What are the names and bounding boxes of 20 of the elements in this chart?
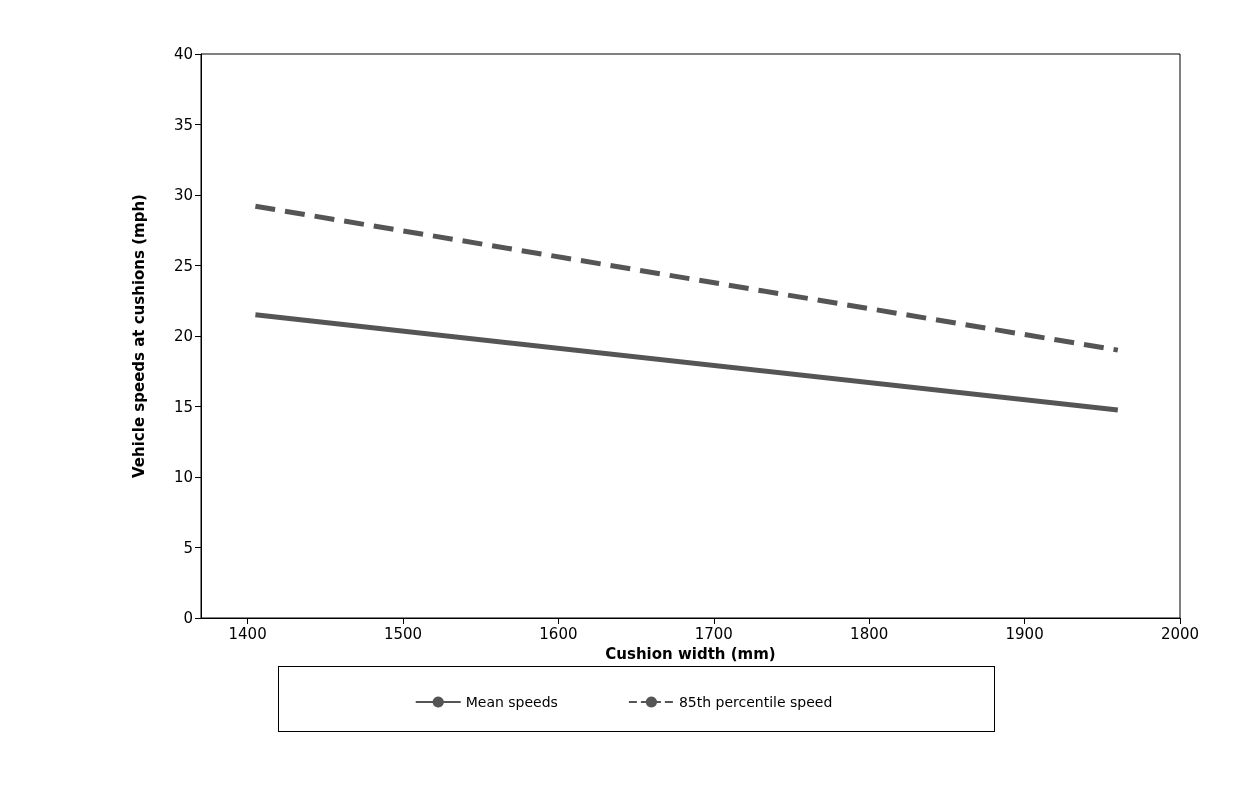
x-tick-label: 1400 <box>228 624 267 643</box>
x-tick-label: 1500 <box>383 624 423 643</box>
y-tick-label: 10 <box>173 468 193 486</box>
y-tick-label: 0 <box>183 609 193 627</box>
x-tick-label: 2000 <box>1160 624 1200 643</box>
x-tick-label: 1800 <box>850 624 889 643</box>
y-axis-title: Vehicle speeds at cushions (mph) <box>129 194 148 478</box>
y-tick-label: 25 <box>173 256 193 275</box>
y-tick-label: 15 <box>173 397 193 416</box>
legend-label: Mean speeds <box>465 694 558 710</box>
x-tick-label: 1700 <box>694 624 733 643</box>
y-tick-label: 35 <box>173 115 193 134</box>
y-tick-label: 20 <box>173 327 193 345</box>
legend-label: 85th percentile speed <box>678 694 833 710</box>
x-axis-title: Cushion width (mm) <box>605 644 776 663</box>
y-tick-label: 30 <box>173 186 193 204</box>
y-tick-label: 5 <box>183 538 193 557</box>
y-tick-label: 40 <box>173 45 193 63</box>
x-tick-label: 1600 <box>539 624 578 643</box>
x-tick-label: 1900 <box>1005 624 1044 643</box>
